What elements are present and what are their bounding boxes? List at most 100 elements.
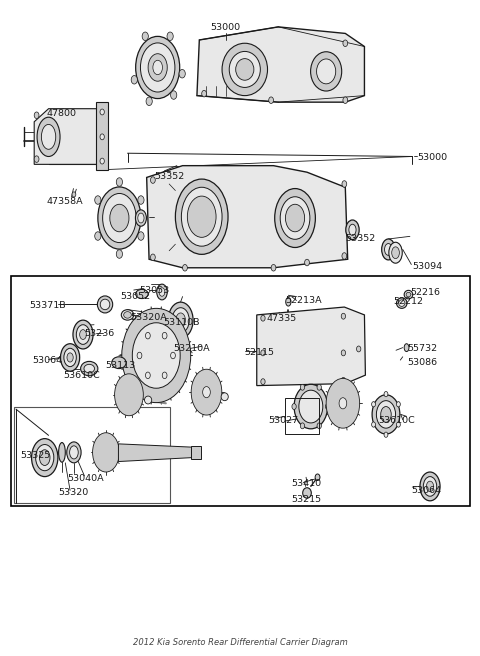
- Ellipse shape: [317, 59, 336, 84]
- Ellipse shape: [299, 390, 323, 423]
- Text: 53027: 53027: [269, 417, 299, 426]
- Ellipse shape: [191, 369, 222, 415]
- Ellipse shape: [384, 432, 388, 438]
- Ellipse shape: [59, 443, 65, 462]
- Ellipse shape: [81, 361, 98, 376]
- Ellipse shape: [145, 333, 150, 339]
- Text: 53053: 53053: [140, 285, 170, 295]
- Ellipse shape: [95, 195, 101, 204]
- Ellipse shape: [339, 398, 347, 409]
- Text: 53320: 53320: [58, 489, 88, 497]
- Ellipse shape: [170, 91, 177, 99]
- Ellipse shape: [153, 60, 162, 75]
- Ellipse shape: [389, 242, 402, 263]
- Ellipse shape: [175, 179, 228, 255]
- Ellipse shape: [376, 401, 396, 428]
- Ellipse shape: [93, 433, 120, 472]
- Text: 52115: 52115: [245, 348, 275, 358]
- Ellipse shape: [396, 298, 407, 308]
- Polygon shape: [197, 27, 364, 102]
- Text: 2012 Kia Sorento Rear Differential Carrier Diagram: 2012 Kia Sorento Rear Differential Carri…: [132, 638, 348, 647]
- Ellipse shape: [176, 313, 185, 327]
- Ellipse shape: [170, 352, 175, 359]
- Ellipse shape: [326, 379, 360, 428]
- Ellipse shape: [202, 91, 206, 97]
- Ellipse shape: [343, 40, 348, 47]
- Ellipse shape: [275, 188, 315, 247]
- Ellipse shape: [151, 176, 156, 183]
- Text: 47800: 47800: [46, 109, 76, 118]
- Polygon shape: [96, 102, 108, 170]
- Text: 53352: 53352: [154, 172, 184, 180]
- Polygon shape: [119, 444, 192, 462]
- Ellipse shape: [187, 196, 216, 237]
- Ellipse shape: [131, 75, 137, 84]
- Text: 52212: 52212: [393, 297, 423, 306]
- Ellipse shape: [280, 197, 310, 239]
- Text: 53064: 53064: [411, 486, 442, 495]
- Ellipse shape: [145, 372, 150, 379]
- Ellipse shape: [317, 384, 322, 390]
- Polygon shape: [34, 109, 106, 165]
- Text: 53236: 53236: [84, 329, 115, 338]
- Ellipse shape: [110, 204, 129, 232]
- Bar: [191, 446, 201, 459]
- Ellipse shape: [148, 54, 167, 81]
- Bar: [286, 398, 319, 434]
- Ellipse shape: [286, 298, 291, 306]
- Ellipse shape: [276, 316, 282, 325]
- Text: 53210A: 53210A: [173, 344, 210, 354]
- Ellipse shape: [72, 192, 76, 197]
- Ellipse shape: [423, 477, 437, 496]
- Ellipse shape: [41, 125, 56, 150]
- Ellipse shape: [325, 403, 330, 409]
- Ellipse shape: [64, 348, 76, 367]
- Ellipse shape: [396, 422, 400, 427]
- Bar: [14, 407, 169, 503]
- Ellipse shape: [372, 395, 400, 434]
- Ellipse shape: [382, 239, 395, 260]
- Ellipse shape: [381, 407, 391, 422]
- Text: 53610C: 53610C: [63, 371, 100, 380]
- Ellipse shape: [67, 442, 81, 463]
- Ellipse shape: [80, 329, 86, 339]
- Ellipse shape: [98, 187, 141, 249]
- Polygon shape: [257, 307, 365, 386]
- Ellipse shape: [151, 254, 156, 260]
- Ellipse shape: [341, 377, 346, 383]
- Ellipse shape: [222, 43, 267, 96]
- Text: 53610C: 53610C: [378, 417, 415, 426]
- Ellipse shape: [73, 320, 93, 349]
- Ellipse shape: [159, 288, 165, 297]
- Ellipse shape: [138, 232, 144, 240]
- Text: 53000: 53000: [211, 23, 240, 32]
- Ellipse shape: [300, 423, 305, 429]
- Ellipse shape: [157, 284, 167, 300]
- Text: 52213A: 52213A: [286, 296, 322, 305]
- Ellipse shape: [303, 487, 312, 498]
- Ellipse shape: [342, 253, 347, 259]
- Text: 53325: 53325: [20, 451, 50, 460]
- Ellipse shape: [100, 109, 104, 115]
- Ellipse shape: [399, 300, 405, 306]
- Ellipse shape: [181, 187, 222, 246]
- Ellipse shape: [384, 243, 392, 255]
- Ellipse shape: [137, 352, 142, 359]
- Ellipse shape: [34, 156, 39, 163]
- Ellipse shape: [84, 364, 95, 373]
- Ellipse shape: [426, 482, 433, 491]
- Text: 53000: 53000: [417, 154, 447, 162]
- Ellipse shape: [346, 220, 359, 239]
- Ellipse shape: [34, 112, 39, 119]
- Ellipse shape: [406, 293, 411, 297]
- Ellipse shape: [121, 310, 134, 320]
- Text: 53215: 53215: [291, 495, 321, 504]
- Bar: [11, 276, 470, 506]
- Text: 47358A: 47358A: [46, 197, 83, 206]
- Ellipse shape: [132, 323, 180, 388]
- Ellipse shape: [294, 384, 327, 429]
- Ellipse shape: [404, 344, 409, 352]
- Ellipse shape: [122, 308, 191, 403]
- Ellipse shape: [162, 333, 167, 339]
- Ellipse shape: [317, 423, 322, 429]
